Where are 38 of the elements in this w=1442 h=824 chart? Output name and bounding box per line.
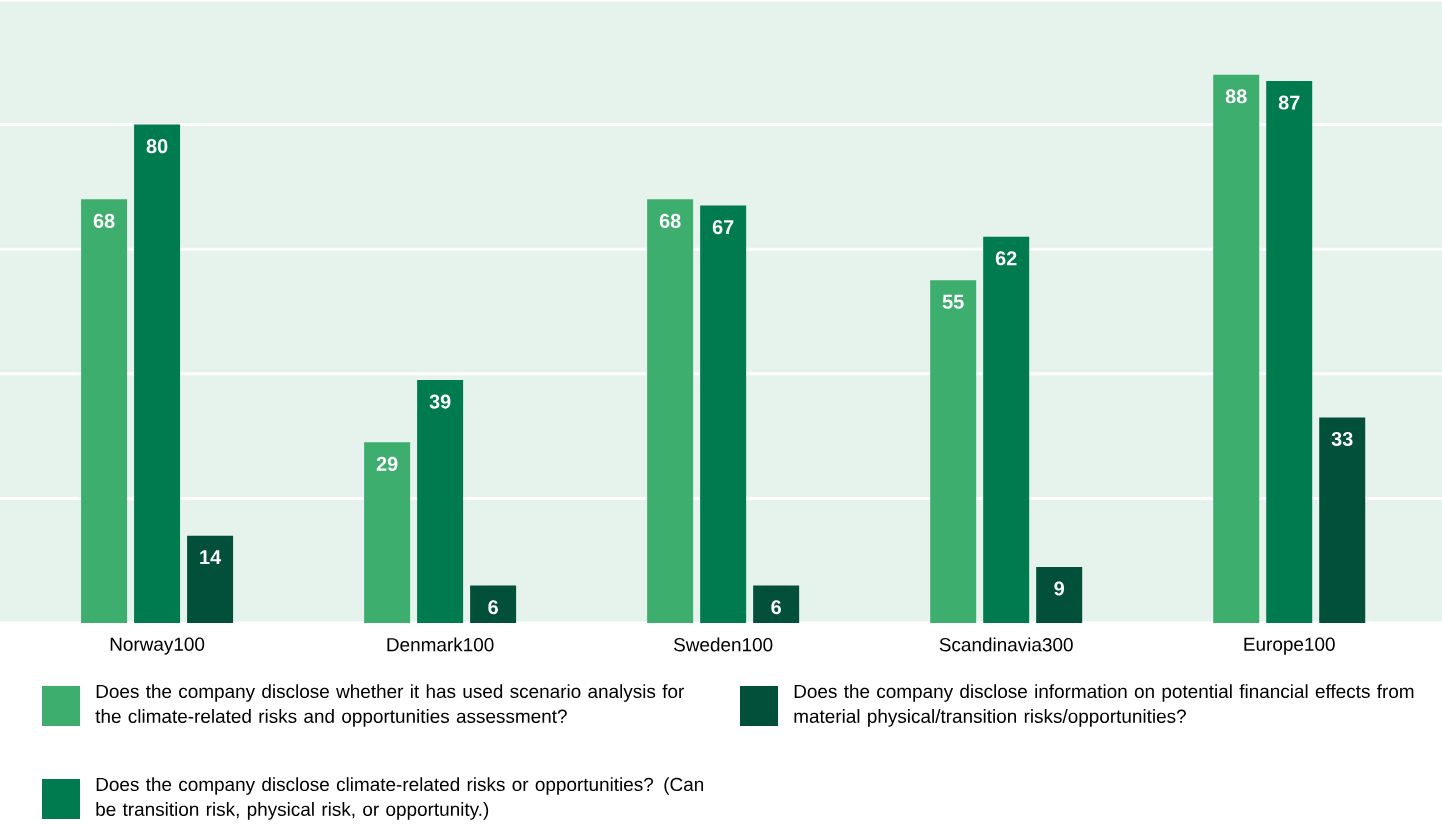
x-tick-label: Europe100 <box>1244 637 1335 655</box>
bar <box>1036 566 1083 623</box>
x-tick-label: Denmark100 <box>387 637 494 652</box>
bar <box>1213 74 1260 623</box>
bar <box>1319 417 1366 623</box>
bar <box>134 124 181 623</box>
data-label: 68 <box>659 213 681 228</box>
data-label: 14 <box>200 550 222 564</box>
legend-label: Does the company disclose climate-related risks or opportunities? (Can be transition risk, physical risk, or opportunity.) <box>96 777 704 820</box>
bar <box>753 585 800 623</box>
x-tick-label: Scandinavia300 <box>939 637 1073 652</box>
data-label: 88 <box>1225 89 1247 104</box>
bar <box>930 280 977 623</box>
data-label: 87 <box>1278 95 1300 110</box>
data-label: 80 <box>146 139 168 154</box>
x-tick-label: Norway100 <box>110 637 205 655</box>
bar <box>983 236 1030 623</box>
data-label: 62 <box>995 251 1017 266</box>
bar <box>187 535 234 623</box>
bar <box>700 205 747 623</box>
data-label: 6 <box>771 600 781 615</box>
legend-label: Does the company disclose information on potential financial effects from material physical/transition risks/opportunities? <box>794 684 1414 727</box>
bar <box>470 585 517 623</box>
legend-label: Does the company disclose whether it has used scenario analysis for the climate-related risks and opportunities assessment? <box>95 684 684 727</box>
data-label: 39 <box>429 394 451 409</box>
bar <box>1266 80 1313 623</box>
data-label: 67 <box>712 220 734 235</box>
data-label: 68 <box>93 213 115 228</box>
data-label: 33 <box>1331 431 1353 447</box>
bar <box>417 380 464 623</box>
bar <box>81 199 128 623</box>
data-label: 55 <box>942 294 964 309</box>
data-label: 29 <box>376 456 398 471</box>
data-label: 9 <box>1054 581 1064 596</box>
bar <box>647 199 694 623</box>
data-label: 6 <box>488 600 498 615</box>
x-tick-label: Sweden100 <box>674 637 773 652</box>
bar <box>364 442 411 623</box>
